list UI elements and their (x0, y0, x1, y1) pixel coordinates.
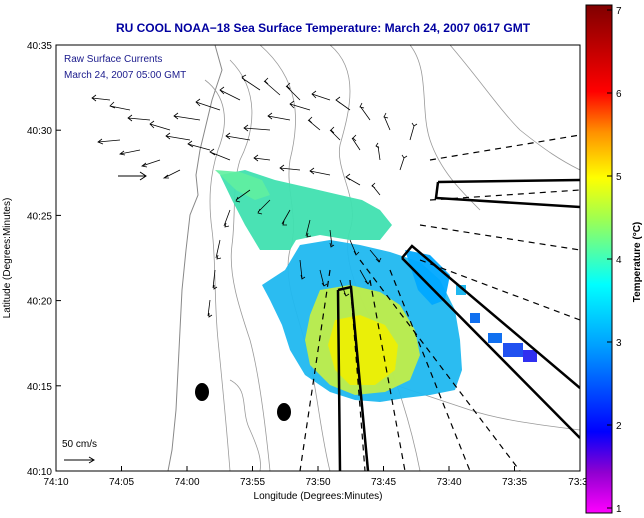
land-area (56, 45, 223, 471)
marker-dot (277, 403, 291, 421)
y-tick-label: 40:30 (27, 126, 52, 137)
colorbar-tick-label: 5 (616, 172, 622, 183)
colorbar-tick-label: 4 (616, 255, 622, 266)
x-tick-label: 73:3 (568, 477, 588, 488)
x-tick-label: 73:35 (502, 477, 527, 488)
colorbar-ticks: 7 6 5 4 3 2 1 (607, 6, 622, 515)
y-tick-label: 40:35 (27, 41, 52, 52)
x-tick-label: 74:10 (43, 477, 68, 488)
y-tick-label: 40:10 (27, 467, 52, 478)
sst-field (215, 170, 537, 402)
x-tick-label: 73:50 (305, 477, 330, 488)
y-axis-title: Latitude (Degrees:Minutes) (2, 198, 13, 319)
figure-title: RU COOL NOAA−18 Sea Surface Temperature:… (116, 21, 531, 35)
y-axis-ticks: 40:35 40:30 40:25 40:20 40:15 40:10 (27, 41, 61, 478)
x-axis-ticks: 74:10 74:05 74:00 73:55 73:50 73:45 73:40 73:35… (43, 466, 588, 488)
legend-line-1: Raw Surface Currents (64, 54, 162, 65)
y-tick-label: 40:15 (27, 382, 52, 393)
colorbar-tick-label: 6 (616, 89, 622, 100)
scale-arrow (64, 456, 95, 464)
current-vectors (91, 74, 418, 318)
colorbar-tick-label: 7 (616, 6, 622, 17)
y-tick-label: 40:25 (27, 211, 52, 222)
colorbar-tick-label: 2 (616, 421, 622, 432)
colorbar-tick-label: 3 (616, 338, 622, 349)
scale-label: 50 cm/s (62, 439, 97, 450)
x-tick-label: 73:55 (240, 477, 265, 488)
colorbar-tick-label: 1 (616, 504, 622, 515)
restricted-areas (336, 178, 580, 471)
x-tick-label: 73:40 (436, 477, 461, 488)
map-content (56, 45, 580, 471)
legend-line-2: March 24, 2007 05:00 GMT (64, 70, 186, 81)
y-tick-label: 40:20 (27, 297, 52, 308)
x-tick-label: 74:05 (109, 477, 134, 488)
colorbar-title: Temperature (°C) (632, 222, 643, 303)
x-axis-title: Longitude (Degrees:Minutes) (254, 491, 383, 502)
reference-arrow (118, 171, 147, 181)
x-tick-label: 73:45 (371, 477, 396, 488)
marker-dot (195, 383, 209, 401)
x-tick-label: 74:00 (174, 477, 199, 488)
